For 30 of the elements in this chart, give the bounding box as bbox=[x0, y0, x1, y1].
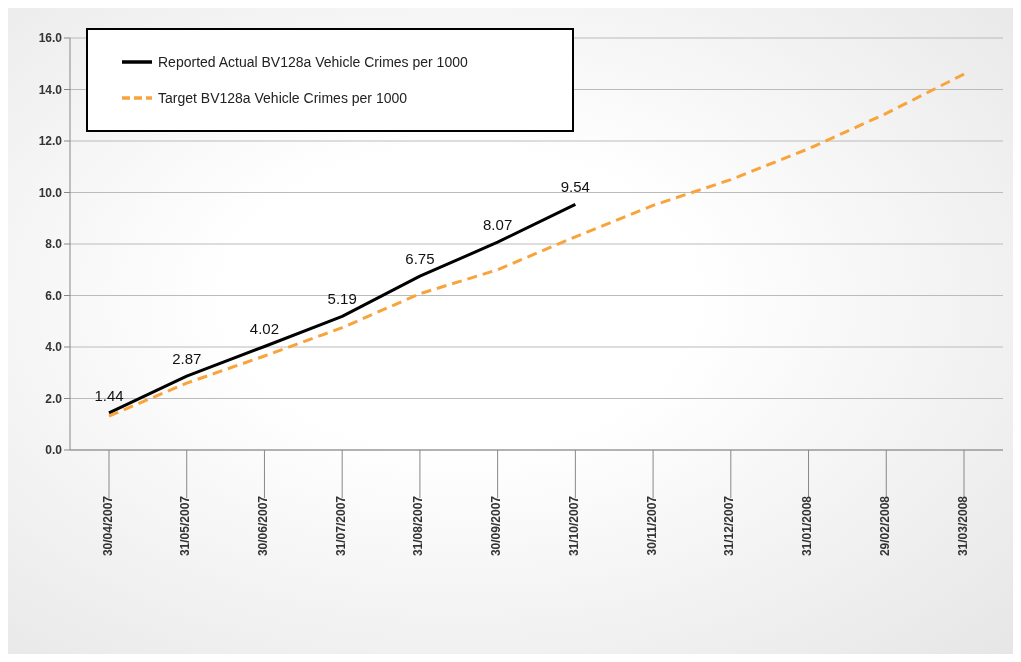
legend-label: Reported Actual BV128a Vehicle Crimes per 1000 bbox=[158, 54, 468, 70]
y-tick-label: 0.0 bbox=[45, 443, 63, 458]
data-label: 1.44 bbox=[94, 386, 124, 404]
x-tick-label: 30/04/2007 bbox=[100, 495, 115, 557]
legend-label: Target BV128a Vehicle Crimes per 1000 bbox=[158, 90, 408, 106]
data-label: 9.54 bbox=[560, 178, 590, 196]
x-tick-label: 30/11/2007 bbox=[644, 495, 659, 556]
data-label: 5.19 bbox=[327, 290, 357, 308]
x-tick-label: 31/10/2007 bbox=[566, 495, 581, 557]
x-tick-label: 29/02/2008 bbox=[877, 495, 892, 557]
x-tick-label: 31/08/2007 bbox=[411, 495, 426, 557]
x-tick-label: 31/12/2007 bbox=[722, 495, 737, 557]
y-tick-label: 8.0 bbox=[45, 237, 63, 252]
y-tick-label: 2.0 bbox=[45, 391, 63, 406]
x-tick-label: 30/06/2007 bbox=[255, 495, 270, 557]
y-tick-label: 14.0 bbox=[38, 82, 63, 97]
x-tick-label: 31/05/2007 bbox=[178, 495, 193, 557]
y-tick-label: 12.0 bbox=[38, 134, 63, 149]
y-tick-label: 10.0 bbox=[38, 185, 63, 200]
x-tick-label: 31/01/2008 bbox=[800, 495, 815, 557]
data-label: 4.02 bbox=[249, 320, 280, 338]
data-label: 2.87 bbox=[172, 350, 202, 368]
y-tick-label: 6.0 bbox=[45, 288, 63, 303]
x-tick-label: 31/07/2007 bbox=[333, 495, 348, 557]
y-tick-label: 16.0 bbox=[38, 31, 63, 46]
y-tick-label: 4.0 bbox=[45, 340, 63, 355]
x-tick-label: 31/03/2008 bbox=[955, 495, 970, 557]
data-label: 6.75 bbox=[405, 250, 435, 268]
data-label: 8.07 bbox=[483, 216, 513, 234]
x-tick-label: 30/09/2007 bbox=[489, 495, 504, 557]
